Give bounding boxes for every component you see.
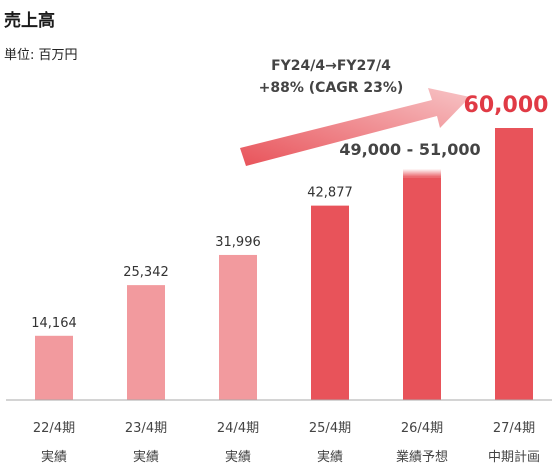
category-label-5: 27/4期 bbox=[493, 421, 535, 436]
bar-0 bbox=[35, 335, 73, 400]
category-label-3: 25/4期 bbox=[309, 421, 351, 436]
category-sublabel-1: 実績 bbox=[133, 449, 159, 465]
bar-1 bbox=[127, 285, 165, 400]
growth-arrow bbox=[240, 88, 470, 166]
unit-label: 単位: 百万円 bbox=[4, 48, 78, 63]
category-label-1: 23/4期 bbox=[125, 421, 167, 436]
value-label-2: 31,996 bbox=[215, 235, 261, 250]
category-sublabel-3: 実績 bbox=[317, 449, 343, 465]
bar-4 bbox=[403, 177, 441, 400]
growth-period-label: FY24/4→FY27/4 bbox=[271, 58, 391, 74]
value-label-5: 60,000 bbox=[464, 93, 549, 118]
bar-3 bbox=[311, 205, 349, 400]
category-sublabel-5: 中期計画 bbox=[488, 449, 540, 465]
category-label-4: 26/4期 bbox=[401, 421, 443, 436]
value-label-4: 49,000 - 51,000 bbox=[339, 140, 480, 159]
category-label-0: 22/4期 bbox=[33, 421, 75, 436]
bar-range-4 bbox=[403, 168, 441, 178]
chart-title: 売上高 bbox=[4, 11, 55, 31]
category-sublabel-4: 業績予想 bbox=[396, 449, 448, 465]
category-sublabel-0: 実績 bbox=[41, 449, 67, 465]
value-label-3: 42,877 bbox=[307, 186, 353, 201]
value-label-1: 25,342 bbox=[123, 265, 169, 280]
growth-rate-label: +88% (CAGR 23%) bbox=[258, 80, 404, 96]
category-sublabel-2: 実績 bbox=[225, 449, 251, 465]
category-label-2: 24/4期 bbox=[217, 421, 259, 436]
value-label-0: 14,164 bbox=[31, 316, 77, 331]
bar-5 bbox=[495, 128, 533, 400]
bar-2 bbox=[219, 254, 257, 400]
